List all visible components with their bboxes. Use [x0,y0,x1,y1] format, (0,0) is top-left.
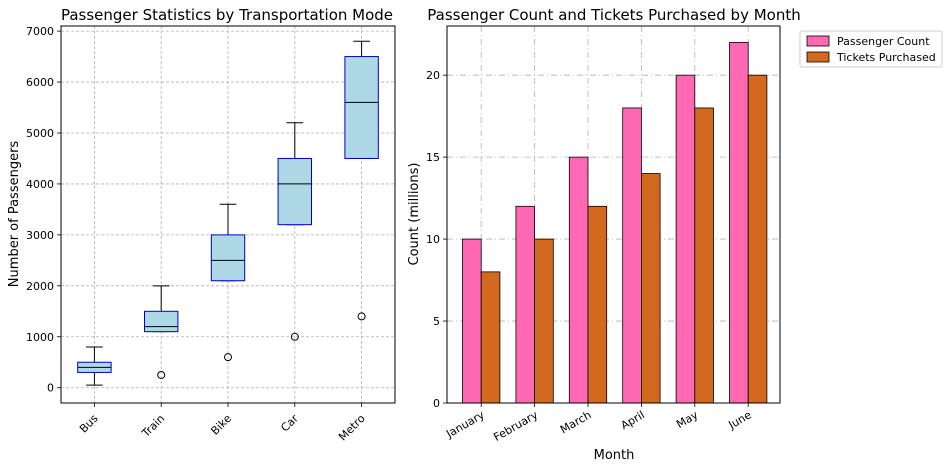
bar-tickets-purchased-april [641,173,661,404]
bar-chart-x-tick-label-june: June [726,408,754,432]
legend-frame [799,30,943,68]
bar-chart-x-tick-label-january: January [443,408,487,441]
box-bike [210,234,246,282]
box-plot-chart: Passenger Statistics by Transportation M… [7,6,396,443]
bar-chart-legend: Passenger Count Tickets Purchased [799,30,943,68]
box-outlier-metro [357,312,366,321]
legend-swatch-tickets-purchased [806,51,830,63]
box-plot-x-tick-label-train: Train [139,412,168,441]
box-plot-y-tick-label: 0 [47,382,54,395]
bar-tickets-purchased-may [694,107,714,404]
legend-label-passenger-count: Passenger Count [837,35,930,48]
bar-chart-x-ticks: January February March April May June [443,403,754,444]
bar-chart: Passenger Count and Tickets Purchased by… [407,6,943,463]
box-plot-x-tick-label-bike: Bike [208,412,234,438]
bar-tickets-purchased-june [747,74,768,404]
bar-tickets-purchased-march [587,205,608,404]
bar-chart-x-tick-label-april: April [619,408,647,432]
bar-chart-bars [462,41,768,404]
bar-passenger-count-march [568,156,589,404]
box-plot-x-tick-label-bus: Bus [77,412,101,436]
box-plot-x-ticks: Bus Train Bike Car Metro [77,403,368,443]
bar-chart-y-ticks: 0 5 10 15 20 [426,69,447,410]
box-outlier-car [290,332,299,341]
bar-tickets-purchased-january [480,271,501,404]
bar-passenger-count-may [675,74,696,404]
bar-passenger-count-april [622,107,642,404]
bar-chart-x-tick-label-february: February [491,408,540,444]
bar-chart-title: Passenger Count and Tickets Purchased by… [427,6,800,24]
box-plot-y-tick-label: 6000 [26,76,54,89]
box-metro [344,56,379,159]
box-plot-axes-frame [60,25,396,404]
bar-chart-y-tick-label: 0 [433,397,440,410]
box-outlier-bike [224,353,232,362]
box-plot-y-tick-label: 7000 [26,25,54,38]
box-car [277,157,313,226]
box-plot-y-tick-label: 3000 [26,229,54,242]
bar-chart-y-tick-label: 15 [426,151,440,164]
box-plot-y-ticks: 0 1000 2000 3000 4000 5000 6000 7000 [26,25,61,395]
box-plot-title: Passenger Statistics by Transportation M… [61,6,393,24]
box-plot-y-tick-label: 4000 [26,178,54,191]
bar-chart-axes-frame [446,25,781,404]
box-plot-y-tick-label: 1000 [26,331,54,344]
bar-passenger-count-june [729,41,749,404]
box-plot-y-tick-label: 2000 [26,280,54,293]
legend-label-tickets-purchased: Tickets Purchased [836,51,936,64]
bar-tickets-purchased-february [534,238,554,404]
bar-chart-x-label: Month [594,448,635,463]
box-outlier-train [157,370,166,379]
bar-chart-y-label: Count (millions) [407,163,422,266]
bar-passenger-count-february [515,205,536,404]
bar-chart-y-tick-label: 10 [426,233,440,246]
box-plot-grid [61,26,395,403]
box-plot-x-tick-label-metro: Metro [336,412,368,444]
bar-chart-y-tick-label: 20 [426,69,440,82]
legend-swatch-passenger-count [806,35,830,47]
bar-chart-y-tick-label: 5 [433,315,440,328]
box-plot-boxes [77,40,379,386]
bar-chart-x-tick-label-march: March [558,408,594,436]
bar-passenger-count-january [462,238,482,404]
box-plot-y-label: Number of Passengers [7,141,22,288]
box-plot-x-tick-label-car: Car [278,412,301,435]
box-plot-y-tick-label: 5000 [26,127,54,140]
bar-chart-x-tick-label-may: May [674,408,701,431]
box-train [144,310,179,333]
